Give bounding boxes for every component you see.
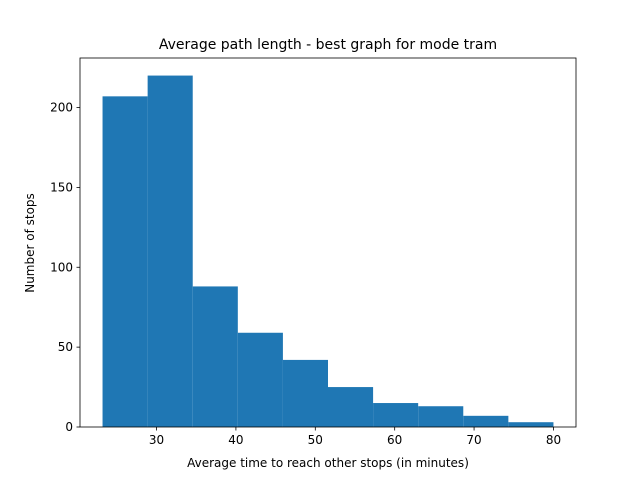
- y-ticks-group: 0 50 100 150 200: [50, 101, 80, 434]
- x-tick-label: 60: [387, 433, 402, 447]
- histogram-bar: [463, 415, 509, 427]
- x-tick-label: 70: [466, 433, 481, 447]
- chart-title: Average path length - best graph for mod…: [159, 37, 497, 53]
- y-axis-label: Number of stops: [23, 193, 37, 293]
- histogram-bar: [418, 406, 464, 427]
- histogram-bar: [147, 75, 193, 428]
- histogram-bar: [237, 332, 283, 427]
- histogram-bar: [282, 359, 328, 427]
- histogram-bar: [508, 422, 554, 427]
- x-axis-label: Average time to reach other stops (in mi…: [187, 456, 469, 470]
- x-tick-label: 30: [149, 433, 164, 447]
- x-ticks-group: 30 40 50 60 70 80: [149, 427, 561, 447]
- y-tick-label: 0: [65, 420, 73, 434]
- histogram-bar: [373, 403, 419, 427]
- y-tick-label: 50: [58, 340, 73, 354]
- y-tick-label: 150: [50, 180, 73, 194]
- histogram-bar: [192, 286, 238, 427]
- plot-frame: [79, 57, 577, 428]
- histogram-bar: [328, 387, 374, 427]
- x-tick-label: 50: [308, 433, 323, 447]
- bars-group: [102, 75, 554, 428]
- y-tick-label: 200: [50, 101, 73, 115]
- y-tick-label: 100: [50, 260, 73, 274]
- histogram-bar: [102, 96, 148, 428]
- x-tick-label: 80: [546, 433, 561, 447]
- x-tick-label: 40: [228, 433, 243, 447]
